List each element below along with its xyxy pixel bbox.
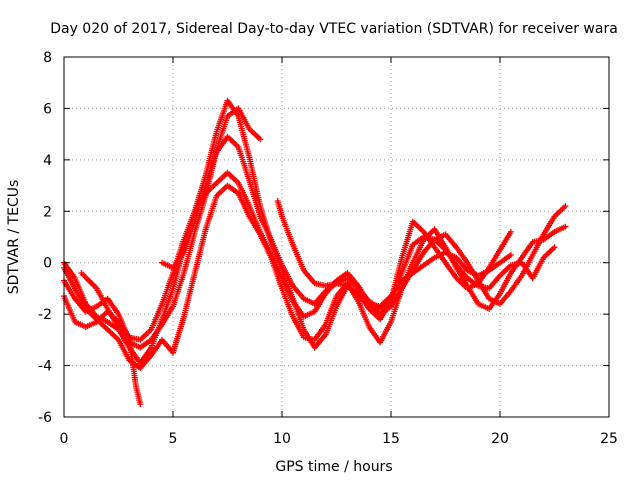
y-tick-label: -6 <box>38 410 52 426</box>
data-point <box>562 223 569 230</box>
plot-frame <box>63 56 610 418</box>
x-tick-label: 5 <box>169 431 178 447</box>
y-tick-label: -4 <box>38 359 52 375</box>
x-tick-label: 15 <box>382 431 400 447</box>
data-point <box>257 136 264 143</box>
x-tick-label: 25 <box>600 431 618 447</box>
y-tick-label: 2 <box>43 204 52 220</box>
x-tick-label: 10 <box>273 431 291 447</box>
y-axis-label: SDTVAR / TECUs <box>6 180 22 295</box>
grid-lines <box>64 57 609 417</box>
data-point <box>551 244 558 251</box>
y-tick-label: 8 <box>43 50 52 66</box>
series-track-5 <box>61 182 569 372</box>
x-axis-label: GPS time / hours <box>275 459 392 475</box>
data-points <box>61 97 569 408</box>
x-tick-label: 20 <box>491 431 509 447</box>
chart-title: Day 020 of 2017, Sidereal Day-to-day VTE… <box>50 21 618 37</box>
series-track-7 <box>274 198 514 310</box>
series-track-4 <box>61 169 569 343</box>
y-tick-label: -2 <box>38 307 52 323</box>
data-point <box>507 228 514 235</box>
data-point <box>137 401 144 408</box>
y-tick-label: 6 <box>43 101 52 117</box>
y-tick-label: 0 <box>43 256 52 272</box>
axis-ticks: 0 5 10 15 20 25 -6 -4 -2 0 2 4 6 8 <box>38 50 618 447</box>
data-point <box>562 203 569 210</box>
x-tick-label: 0 <box>60 431 69 447</box>
y-tick-label: 4 <box>43 153 52 169</box>
data-point <box>507 252 514 258</box>
